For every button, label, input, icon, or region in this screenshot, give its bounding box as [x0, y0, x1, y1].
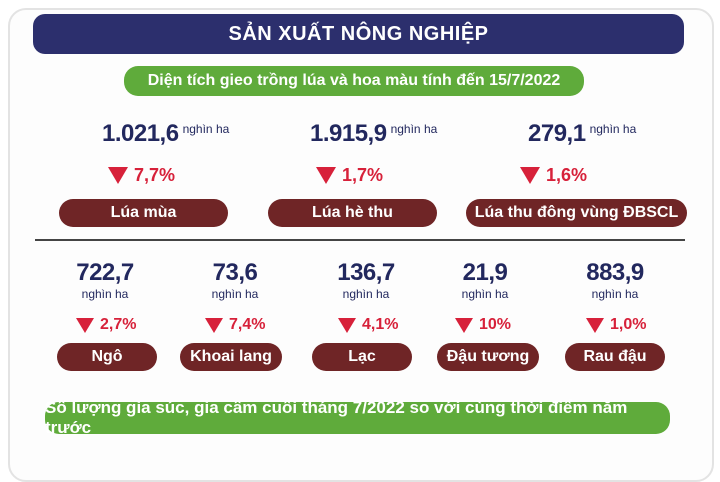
label-pill-lua-mua: Lúa mùa	[59, 199, 228, 227]
down-triangle-icon	[205, 317, 223, 333]
section-divider	[35, 239, 685, 241]
area-subtitle: Diện tích gieo trồng lúa và hoa màu tính…	[124, 66, 584, 96]
rice-stat-3: 279,1 nghìn ha	[528, 120, 636, 148]
crop-stat-5: 883,9 nghìn ha	[560, 259, 670, 301]
page-title: SẢN XUẤT NÔNG NGHIỆP	[33, 14, 684, 54]
change-value: 1,6%	[546, 165, 588, 185]
stat-value: 722,7	[76, 259, 134, 286]
crop-stat-4: 21,9 nghìn ha	[430, 259, 540, 301]
rice-change-1: 7,7%	[108, 165, 175, 186]
label-pill-lua-he-thu: Lúa hè thu	[268, 199, 437, 227]
stat-value: 1.021,6	[102, 120, 179, 147]
stat-unit: nghìn ha	[589, 122, 637, 136]
rice-change-3: 1,6%	[520, 165, 587, 186]
crop-change-5: 1,0%	[586, 316, 646, 334]
crop-change-3: 4,1%	[338, 316, 398, 334]
change-value: 1,7%	[342, 165, 384, 185]
label-pill-lua-thu-dong: Lúa thu đông vùng ĐBSCL	[466, 199, 687, 227]
stat-value: 279,1	[528, 120, 586, 147]
crop-change-1: 2,7%	[76, 316, 136, 334]
crop-stat-1: 722,7 nghìn ha	[50, 259, 160, 301]
down-triangle-icon	[108, 167, 128, 184]
stat-value: 1.915,9	[310, 120, 387, 147]
stat-unit: nghìn ha	[211, 287, 259, 301]
label-pill-khoai-lang: Khoai lang	[180, 343, 282, 371]
stat-value: 21,9	[462, 259, 508, 286]
stat-unit: nghìn ha	[182, 122, 230, 136]
label-pill-dau-tuong: Đậu tương	[437, 343, 539, 371]
label-pill-rau-dau: Rau đậu	[565, 343, 665, 371]
stat-unit: nghìn ha	[591, 287, 639, 301]
change-value: 7,4%	[229, 316, 266, 333]
down-triangle-icon	[316, 167, 336, 184]
down-triangle-icon	[76, 317, 94, 333]
crop-change-4: 10%	[455, 316, 511, 334]
down-triangle-icon	[520, 167, 540, 184]
stat-unit: nghìn ha	[81, 287, 129, 301]
change-value: 7,7%	[134, 165, 176, 185]
stat-unit: nghìn ha	[390, 122, 438, 136]
rice-change-2: 1,7%	[316, 165, 383, 186]
stat-value: 883,9	[586, 259, 644, 286]
crop-change-2: 7,4%	[205, 316, 265, 334]
change-value: 1,0%	[610, 316, 647, 333]
stat-value: 136,7	[337, 259, 395, 286]
change-value: 2,7%	[100, 316, 137, 333]
change-value: 10%	[479, 316, 512, 333]
rice-stat-2: 1.915,9 nghìn ha	[310, 120, 437, 148]
rice-stat-1: 1.021,6 nghìn ha	[102, 120, 229, 148]
livestock-subtitle: Số lượng gia súc, gia cầm cuối tháng 7/2…	[45, 398, 670, 437]
change-value: 4,1%	[362, 316, 399, 333]
stat-unit: nghìn ha	[342, 287, 390, 301]
label-pill-lac: Lạc	[312, 343, 412, 371]
down-triangle-icon	[586, 317, 604, 333]
crop-stat-3: 136,7 nghìn ha	[311, 259, 421, 301]
down-triangle-icon	[455, 317, 473, 333]
stat-unit: nghìn ha	[461, 287, 509, 301]
label-pill-ngo: Ngô	[57, 343, 157, 371]
down-triangle-icon	[338, 317, 356, 333]
crop-stat-2: 73,6 nghìn ha	[180, 259, 290, 301]
stat-value: 73,6	[212, 259, 258, 286]
